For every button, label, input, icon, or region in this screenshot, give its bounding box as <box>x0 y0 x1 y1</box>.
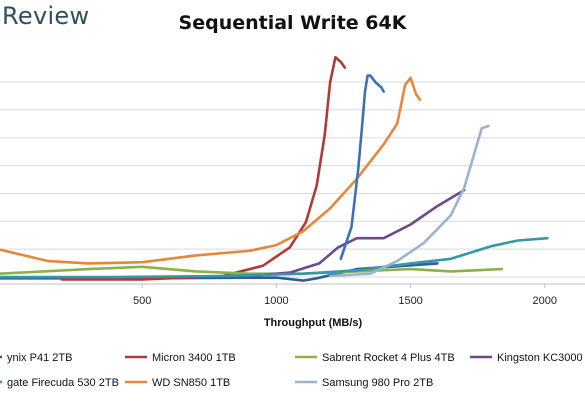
x-tick-label: 2000 <box>533 295 557 307</box>
axis-layer: 500 1000 1500 2000 <box>0 283 585 307</box>
brand-logo-text: Review <box>2 2 90 30</box>
legend-label: ynix P41 2TB <box>7 352 72 364</box>
x-tick-label: 500 <box>133 295 151 307</box>
legend-label: Micron 3400 1TB <box>152 352 236 364</box>
x-axis-label: Throughput (MB/s) <box>264 317 363 329</box>
legend-label: WD SN850 1TB <box>152 377 230 389</box>
series-line-5 <box>0 76 422 265</box>
legend-label: Samsung 980 Pro 2TB <box>322 377 433 389</box>
legend-label: gate Firecuda 530 2TB <box>7 377 119 389</box>
grid-layer <box>0 81 585 278</box>
legend-label: Sabrent Rocket 4 Plus 4TB <box>322 352 455 364</box>
x-tick-label: 1000 <box>264 295 288 307</box>
series-line-1 <box>60 56 347 281</box>
series-layer <box>0 56 549 282</box>
x-tick-label: 1500 <box>398 295 422 307</box>
chart-title: Sequential Write 64K <box>178 12 407 34</box>
legend-label: Kingston KC3000 <box>497 352 583 364</box>
series-line-3 <box>234 188 466 279</box>
series-line-7 <box>339 74 385 261</box>
series-line-6 <box>328 124 490 278</box>
legend: ynix P41 2TB Micron 3400 1TB Sabrent Rocke… <box>0 352 583 389</box>
